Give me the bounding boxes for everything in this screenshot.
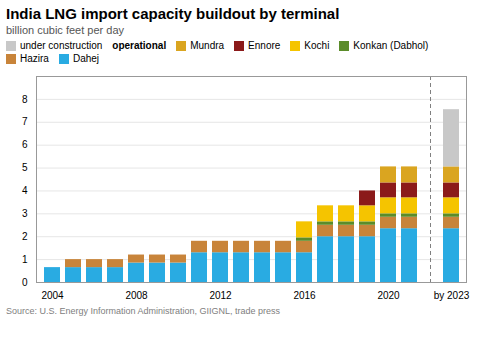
svg-text:2020: 2020 <box>377 290 400 301</box>
html-text:Konkan (Dabhol): Konkan (Dabhol) <box>353 40 429 51</box>
html-text:Ennore: Ennore <box>248 40 281 51</box>
svg-text:0: 0 <box>22 277 28 288</box>
svg-text:by 2023: by 2023 <box>434 290 470 301</box>
html-text:Dahej: Dahej <box>72 53 99 64</box>
svg-text:2: 2 <box>22 231 28 242</box>
html-text:billion cubic feet per day: billion cubic feet per day <box>6 24 124 36</box>
svg-text:8: 8 <box>22 94 28 105</box>
html-text:Kochi: Kochi <box>304 40 330 51</box>
svg-text:7: 7 <box>22 116 28 127</box>
html-text:Hazira: Hazira <box>20 53 49 64</box>
svg-text:2004: 2004 <box>41 290 64 301</box>
svg-text:3: 3 <box>22 208 28 219</box>
svg-text:5: 5 <box>22 162 28 173</box>
svg-text:2008: 2008 <box>125 290 148 301</box>
svg-text:4: 4 <box>22 185 28 196</box>
html-text:Mundra: Mundra <box>190 40 225 51</box>
svg-text:2012: 2012 <box>209 290 232 301</box>
html-text:operational: operational <box>112 40 167 51</box>
html-text:Source: U.S. Energy Informatio: Source: U.S. Energy Information Administ… <box>6 306 281 316</box>
html-text:under construction: under construction <box>20 40 103 51</box>
svg-text:1: 1 <box>22 254 28 265</box>
svg-text:2016: 2016 <box>293 290 316 301</box>
html-text:India LNG import capacity buil: India LNG import capacity buildout by te… <box>6 5 340 22</box>
svg-text:6: 6 <box>22 139 28 150</box>
